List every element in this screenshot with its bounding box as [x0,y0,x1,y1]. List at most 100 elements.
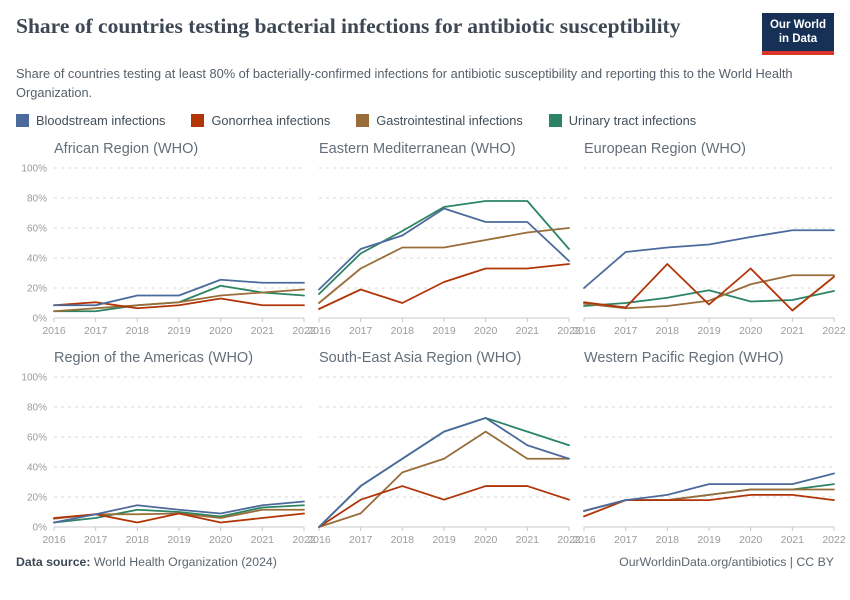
x-tick-label: 2019 [432,534,456,546]
x-tick-label: 2016 [307,325,331,337]
x-tick-label: 2022 [822,534,846,546]
y-tick-label: 60% [27,433,47,444]
header: Share of countries testing bacterial inf… [16,13,834,55]
chart-panel-americas-region: Region of the Americas (WHO) 2016 2017 201… [16,350,315,549]
y-tick-label: 40% [27,254,47,265]
series-line-urinary-tract-infections [53,284,305,313]
series-line-bloodstream-infections [53,500,305,524]
owid-logo[interactable]: Our World in Data [761,13,834,55]
x-tick-label: 2017 [349,325,373,337]
chart-plot: 2016 2017 2018 2019 2020 2021 2022 0% 20% 40% 60% 8… [16,162,315,340]
chart-plot: 2016 2017 2018 2019 2020 2021 2022 [307,162,581,340]
x-tick-label: 2018 [126,534,150,546]
x-tick-label: 2022 [292,534,316,546]
chart-title: Western Pacific Region (WHO) [584,350,784,367]
footer-separator: | [786,555,797,570]
x-tick-label: 2018 [391,534,415,546]
y-tick-label: 100% [21,373,47,384]
legend-item-bloodstream: Bloodstream infections [16,113,165,128]
x-tick-label: 2016 [42,325,66,337]
series-line-gonorrhea-infections [318,485,570,529]
x-tick-label: 2021 [781,325,805,337]
x-tick-label: 2019 [167,325,191,337]
legend-swatch-icon [16,114,29,128]
chart-title: European Region (WHO) [584,141,746,158]
legend-item-gonorrhea: Gonorrhea infections [191,113,330,128]
x-tick-label: 2019 [697,325,721,337]
x-tick-label: 2021 [251,534,275,546]
x-tick-label: 2022 [557,534,581,546]
series-line-bloodstream-infections [318,207,570,291]
legend-item-urinary: Urinary tract infections [548,113,697,129]
page-title: Share of countries testing bacterial inf… [16,14,681,38]
chart-panel-eastern-mediterranean: Eastern Mediterranean (WHO) 2016 2017 2018… [307,141,581,340]
owid-logo-line2: in Data [778,33,818,46]
y-tick-label: 20% [27,284,47,295]
x-tick-label: 2021 [781,534,805,546]
data-source: Data source: World Health Organization (… [16,555,277,569]
legend-label: Gastrointestinal infections [376,113,523,129]
series-line-gastrointestinal-infections [318,430,570,529]
x-tick-label: 2019 [697,534,721,546]
x-tick-label: 2021 [251,325,275,337]
chart-plot: 2016 2017 2018 2019 2020 2021 2022 [307,371,581,549]
line-chart: 2016 2017 2018 2019 2020 2021 2022 0% 20% 40% 60% 8… [21,164,315,338]
data-source-label: Data source: [16,555,91,570]
chart-plot: 2016 2017 2018 2019 2020 2021 2022 [572,162,846,340]
x-tick-label: 2022 [292,325,316,337]
owid-logo-line1: Our World [769,19,826,31]
series-line-urinary-tract-infections [318,200,570,296]
x-tick-label: 2016 [42,534,66,546]
x-tick-label: 2018 [126,325,150,337]
legend-swatch-icon [548,114,562,128]
series-line-bloodstream-infections [583,229,835,290]
series-line-bloodstream-infections [53,278,305,307]
series-line-gastrointestinal-infections [53,288,305,313]
line-chart: 2016 2017 2018 2019 2020 2021 2022 [307,167,581,337]
owid-url-link[interactable]: OurWorldinData.org/antibiotics [619,555,787,570]
x-tick-label: 2016 [572,325,596,337]
legend-item-gastrointestinal: Gastrointestinal infections [356,113,523,128]
line-chart: 2016 2017 2018 2019 2020 2021 2022 [307,376,581,546]
license-label: CC BY [796,555,834,570]
series-line-gonorrhea-infections [318,263,570,311]
footer-credits: OurWorldinData.org/antibiotics | CC BY [619,555,834,569]
series-line-gonorrhea-infections [53,297,305,310]
x-tick-label: 2017 [614,325,638,337]
chart-panel-south-east-asia: South-East Asia Region (WHO) 2016 2017 201… [307,350,581,549]
series-line-bloodstream-infections [583,472,835,512]
y-tick-label: 100% [21,164,47,175]
charts-grid: African Region (WHO) 2016 2017 2018 2019 202… [16,141,846,549]
x-tick-label: 2020 [209,534,233,546]
page-subtitle: Share of countries testing at least 80% … [16,65,793,100]
x-tick-label: 2017 [349,534,373,546]
x-tick-label: 2017 [614,534,638,546]
series-line-gastrointestinal-infections [318,227,570,305]
data-source-text: World Health Organization (2024) [90,555,277,570]
page: Share of countries testing bacterial inf… [16,13,846,569]
legend-label: Gonorrhea infections [211,113,331,129]
x-tick-label: 2018 [391,325,415,337]
x-tick-label: 2022 [557,325,581,337]
series-line-bloodstream-infections [318,417,570,529]
series-line-gonorrhea-infections [583,263,835,312]
line-chart: 2016 2017 2018 2019 2020 2021 2022 0% 20% 40% 60% 8… [21,373,315,547]
series-line-urinary-tract-infections [318,417,570,529]
legend-label: Urinary tract infections [568,113,697,129]
x-tick-label: 2016 [307,534,331,546]
chart-plot: 2016 2017 2018 2019 2020 2021 2022 0% 20% 40% 60% 8… [16,371,315,549]
y-tick-label: 0% [33,314,48,325]
x-tick-label: 2020 [739,534,763,546]
x-tick-label: 2018 [656,325,680,337]
x-tick-label: 2017 [84,325,108,337]
line-chart: 2016 2017 2018 2019 2020 2021 2022 [572,167,846,337]
x-tick-label: 2018 [656,534,680,546]
x-tick-label: 2019 [167,534,191,546]
chart-plot: 2016 2017 2018 2019 2020 2021 2022 [572,371,846,549]
series-line-gonorrhea-infections [583,494,835,518]
chart-panel-african-region: African Region (WHO) 2016 2017 2018 2019 202… [16,141,315,340]
x-tick-label: 2019 [432,325,456,337]
y-tick-label: 0% [33,523,48,534]
x-tick-label: 2020 [209,325,233,337]
x-tick-label: 2022 [822,325,846,337]
